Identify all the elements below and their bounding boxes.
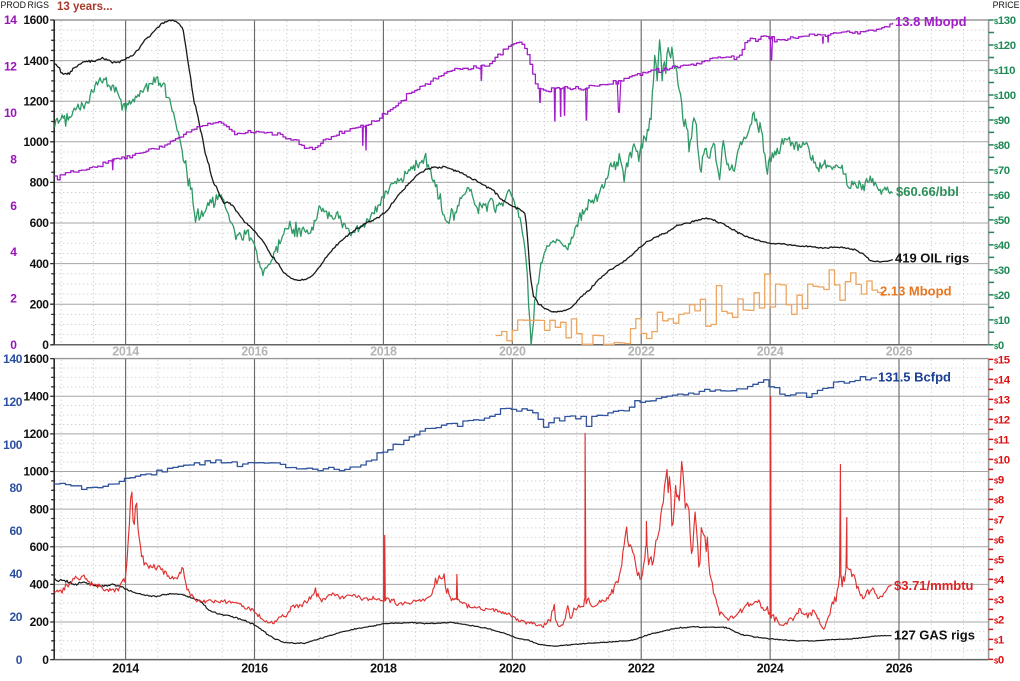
svg-text:RIGS: RIGS	[28, 0, 50, 10]
svg-text:40: 40	[9, 567, 22, 581]
svg-text:131.5 Bcfpd: 131.5 Bcfpd	[878, 370, 951, 385]
svg-text:0: 0	[42, 338, 49, 352]
svg-text:1600: 1600	[23, 13, 49, 27]
svg-text:2018: 2018	[370, 661, 397, 675]
svg-text:6: 6	[10, 199, 17, 213]
svg-text:200: 200	[30, 297, 50, 311]
svg-text:$7: $7	[994, 515, 1004, 527]
svg-text:$3: $3	[994, 595, 1004, 607]
svg-text:800: 800	[30, 502, 50, 516]
svg-text:$80: $80	[994, 140, 1010, 152]
svg-text:200: 200	[30, 615, 50, 629]
svg-text:120: 120	[3, 395, 23, 409]
svg-text:1400: 1400	[23, 54, 49, 68]
svg-text:$10: $10	[994, 455, 1010, 467]
svg-text:$40: $40	[994, 240, 1010, 252]
svg-text:$15: $15	[994, 355, 1011, 367]
svg-text:$13: $13	[994, 395, 1010, 407]
svg-text:2: 2	[10, 292, 17, 306]
svg-text:10: 10	[4, 106, 17, 120]
svg-text:127 GAS rigs: 127 GAS rigs	[894, 627, 975, 642]
svg-text:600: 600	[30, 540, 50, 554]
svg-text:PRICE: PRICE	[993, 0, 1020, 10]
svg-text:$6: $6	[994, 535, 1004, 547]
svg-text:2016: 2016	[241, 661, 268, 675]
svg-text:2020: 2020	[499, 661, 526, 675]
svg-text:$10: $10	[994, 315, 1010, 327]
svg-text:2022: 2022	[628, 661, 655, 675]
svg-text:$0: $0	[994, 655, 1004, 667]
svg-text:2022: 2022	[628, 344, 655, 358]
svg-text:12: 12	[4, 60, 17, 74]
svg-text:$9: $9	[994, 475, 1004, 487]
svg-text:$60: $60	[994, 190, 1010, 202]
svg-text:8: 8	[10, 152, 17, 166]
svg-text:20: 20	[9, 610, 22, 624]
svg-text:$130: $130	[994, 15, 1016, 27]
svg-text:800: 800	[30, 176, 50, 190]
svg-text:$14: $14	[994, 375, 1011, 387]
svg-text:0: 0	[42, 653, 49, 667]
svg-text:2.13 Mbopd: 2.13 Mbopd	[880, 283, 952, 298]
svg-text:$1: $1	[994, 635, 1005, 647]
svg-text:2026: 2026	[886, 344, 913, 358]
svg-text:419 OIL rigs: 419 OIL rigs	[895, 250, 969, 265]
svg-text:100: 100	[3, 438, 23, 452]
svg-text:400: 400	[30, 578, 50, 592]
svg-text:1600: 1600	[23, 352, 49, 366]
svg-text:14: 14	[4, 13, 17, 27]
svg-text:2026: 2026	[886, 661, 913, 675]
svg-text:$11: $11	[994, 435, 1010, 447]
svg-text:2018: 2018	[370, 344, 397, 358]
svg-text:60: 60	[9, 524, 22, 538]
svg-text:$20: $20	[994, 290, 1010, 302]
svg-text:140: 140	[3, 352, 23, 366]
svg-text:600: 600	[30, 216, 50, 230]
svg-text:13 years...: 13 years...	[57, 1, 113, 13]
svg-text:2024: 2024	[757, 344, 784, 358]
svg-text:$2: $2	[994, 615, 1004, 627]
svg-text:$0: $0	[994, 340, 1004, 352]
svg-text:400: 400	[30, 257, 50, 271]
svg-text:$120: $120	[994, 40, 1016, 52]
svg-text:$8: $8	[994, 495, 1004, 507]
svg-text:1000: 1000	[23, 135, 49, 149]
svg-text:$12: $12	[994, 415, 1010, 427]
svg-text:4: 4	[10, 245, 17, 259]
svg-text:$90: $90	[994, 115, 1010, 127]
svg-text:1200: 1200	[23, 94, 49, 108]
svg-text:$70: $70	[994, 165, 1010, 177]
svg-text:0: 0	[10, 338, 17, 352]
svg-text:2014: 2014	[112, 344, 139, 358]
svg-text:80: 80	[9, 481, 22, 495]
svg-text:2016: 2016	[241, 344, 268, 358]
svg-text:$30: $30	[994, 265, 1010, 277]
svg-text:$60.66/bbl: $60.66/bbl	[896, 184, 959, 199]
svg-text:$50: $50	[994, 215, 1010, 227]
svg-text:2024: 2024	[757, 661, 784, 675]
svg-text:0: 0	[16, 653, 23, 667]
svg-text:1200: 1200	[23, 427, 49, 441]
svg-text:$4: $4	[994, 575, 1005, 587]
svg-text:2014: 2014	[112, 661, 139, 675]
svg-text:$110: $110	[994, 65, 1015, 77]
svg-text:1400: 1400	[23, 389, 49, 403]
svg-text:1000: 1000	[23, 465, 49, 479]
svg-text:$100: $100	[994, 90, 1016, 102]
svg-text:PROD: PROD	[1, 0, 26, 10]
svg-text:13.8 Mbopd: 13.8 Mbopd	[895, 14, 967, 29]
svg-text:2020: 2020	[499, 344, 526, 358]
svg-text:$5: $5	[994, 555, 1005, 567]
svg-text:$3.71/mmbtu: $3.71/mmbtu	[894, 578, 974, 593]
